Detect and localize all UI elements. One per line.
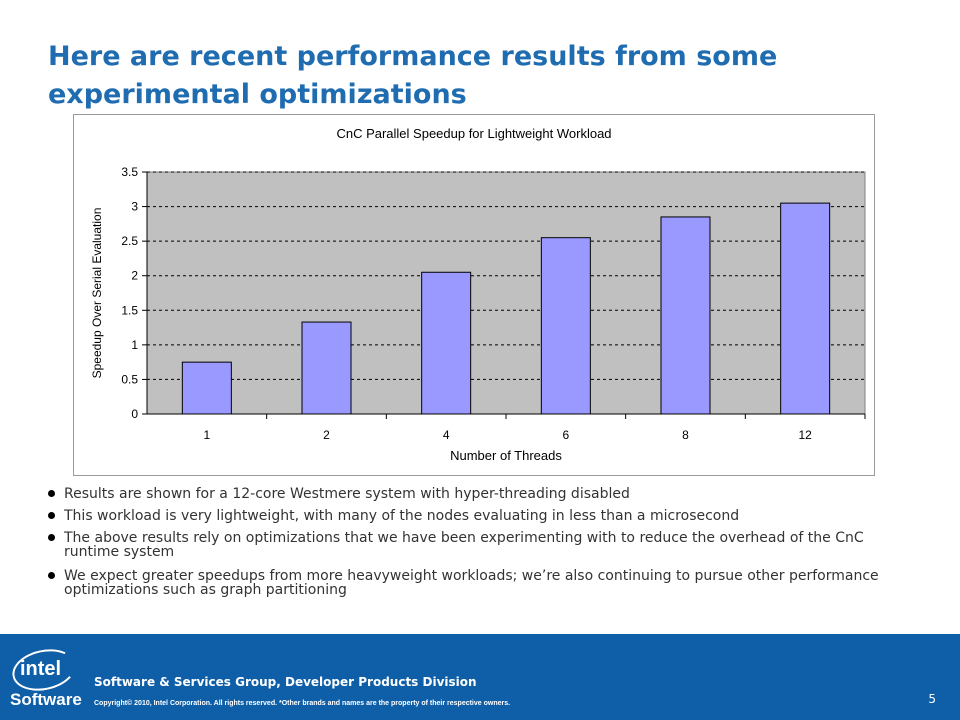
y-axis-title: Speedup Over Serial Evaluation — [90, 208, 104, 379]
y-tick-label: 2.5 — [121, 234, 138, 248]
chart-title: CnC Parallel Speedup for Lightweight Wor… — [336, 126, 611, 141]
y-tick-label: 3 — [131, 200, 138, 214]
bar — [780, 202, 831, 415]
logo-software-word: Software — [10, 690, 82, 709]
x-tick-label: 12 — [798, 428, 812, 442]
speedup-chart: CnC Parallel Speedup for Lightweight Wor… — [90, 126, 866, 463]
y-tick-label: 2 — [131, 269, 138, 283]
bullet-dot-icon — [48, 572, 55, 579]
x-tick-label: 4 — [443, 428, 450, 442]
x-tick-label: 6 — [562, 428, 569, 442]
chart-frame: CnC Parallel Speedup for Lightweight Wor… — [73, 114, 875, 476]
bullet-dot-icon — [48, 512, 55, 519]
footer-bar: intel Software Software & Services Group… — [0, 634, 960, 720]
bar — [660, 216, 711, 415]
bullet-item: We expect greater speedups from more hea… — [48, 569, 918, 597]
x-axis-title: Number of Threads — [450, 448, 562, 463]
slide-title: Here are recent performance results from… — [48, 41, 778, 110]
logo-intel-word: intel — [20, 658, 62, 680]
x-tick-label: 2 — [323, 428, 330, 442]
bullet-item: The above results rely on optimizations … — [48, 531, 918, 559]
bullet-text: We expect greater speedups from more hea… — [64, 568, 879, 598]
bullet-item: Results are shown for a 12-core Westmere… — [48, 487, 918, 501]
plot-area — [146, 171, 866, 415]
bar — [421, 271, 472, 415]
page-number: 5 — [928, 692, 936, 706]
y-tick-label: 3.5 — [121, 165, 138, 179]
y-tick-label: 1.5 — [121, 303, 138, 317]
copyright-notice: Copyright© 2010, Intel Corporation. All … — [94, 700, 511, 707]
intel-software-logo: intel Software — [8, 643, 82, 714]
x-tick-label: 1 — [203, 428, 210, 442]
bullet-dot-icon — [48, 534, 55, 541]
bar — [540, 237, 591, 415]
x-tick-label: 8 — [682, 428, 689, 442]
bullet-list: Results are shown for a 12-core Westmere… — [48, 487, 918, 597]
y-tick-label: 0 — [131, 407, 138, 421]
y-tick-label: 1 — [131, 338, 138, 352]
bar — [181, 361, 232, 415]
bullet-text: The above results rely on optimizations … — [64, 530, 864, 560]
division-name: Software & Services Group, Developer Pro… — [94, 675, 477, 689]
bar — [301, 321, 352, 415]
bullet-text: This workload is very lightweight, with … — [64, 508, 740, 524]
bullet-item: This workload is very lightweight, with … — [48, 509, 918, 523]
y-tick-label: 0.5 — [121, 372, 138, 386]
bullet-text: Results are shown for a 12-core Westmere… — [64, 486, 630, 502]
bullet-dot-icon — [48, 490, 55, 497]
